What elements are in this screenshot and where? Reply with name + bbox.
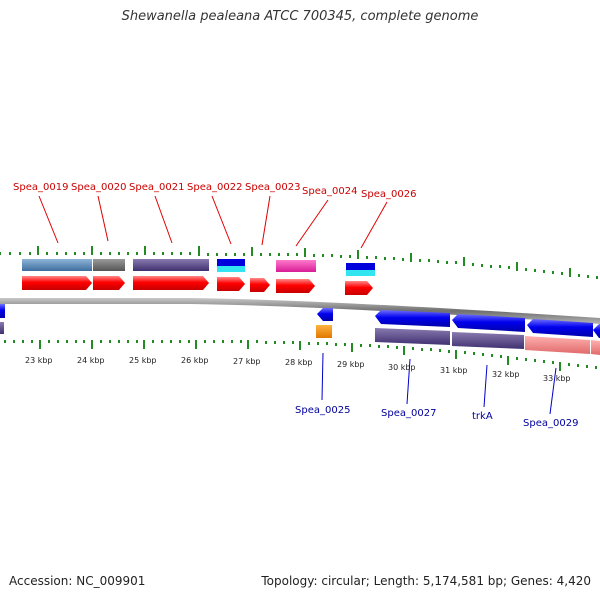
color-band-spea-0027 — [375, 328, 450, 345]
label-spea-0024: Spea_0024 — [302, 186, 357, 197]
tick-label-25kbp: 25 kbp — [129, 356, 157, 365]
gene-spea-0022 — [217, 277, 245, 291]
genome-backbone — [0, 298, 600, 324]
label-spea-0023: Spea_0023 — [245, 182, 300, 193]
color-band-spea-0021 — [133, 259, 209, 271]
label-spea-0025: Spea_0025 — [295, 405, 350, 416]
tick-label-33kbp: 33 kbp — [543, 374, 571, 383]
gene-spea-0020 — [93, 276, 125, 290]
gene-spea-0019 — [22, 276, 92, 290]
color-band-spea-0022-b — [217, 266, 245, 272]
gene-trka — [452, 314, 525, 332]
label-spea-0027: Spea_0027 — [381, 408, 436, 419]
reverse-leader-lines — [321, 352, 557, 415]
forward-genes — [22, 276, 373, 295]
gene-spea-0024 — [276, 279, 315, 293]
label-spea-0026: Spea_0026 — [361, 189, 416, 200]
label-spea-0022: Spea_0022 — [187, 182, 242, 193]
color-band-spea-0029 — [525, 336, 590, 354]
upper-tick-ring — [0, 246, 598, 279]
tick-label-30kbp: 30 kbp — [388, 363, 416, 372]
gene-spea-0023 — [250, 278, 270, 292]
gene-spea-0027 — [375, 310, 450, 327]
label-trka: trkA — [472, 411, 493, 422]
tick-label-28kbp: 28 kbp — [285, 358, 313, 367]
genome-summary-text: Topology: circular; Length: 5,174,581 bp… — [261, 574, 591, 588]
tick-label-31kbp: 31 kbp — [440, 366, 468, 375]
label-spea-0020: Spea_0020 — [71, 182, 126, 193]
color-band-spea-0022 — [217, 259, 245, 266]
tick-label-24kbp: 24 kbp — [77, 356, 105, 365]
gene-spea-0025 — [317, 308, 333, 321]
gene-left-edge-reverse — [0, 304, 5, 318]
color-band-spea-0024 — [276, 260, 316, 272]
reverse-gene-labels: Spea_0025 Spea_0027 trkA Spea_0029 — [295, 405, 578, 429]
color-band-right-edge — [591, 340, 600, 355]
gene-spea-0026 — [345, 281, 373, 295]
forward-leader-lines — [38, 195, 388, 249]
reverse-color-track — [0, 322, 600, 355]
label-spea-0019: Spea_0019 — [13, 182, 68, 193]
tick-label-23kbp: 23 kbp — [25, 356, 53, 365]
reverse-genes — [0, 304, 600, 338]
gene-right-edge-reverse — [593, 324, 600, 338]
color-band-spea-0026-b — [346, 270, 375, 276]
kbp-tick-labels: 23 kbp 24 kbp 25 kbp 26 kbp 27 kbp 28 kb… — [25, 356, 571, 383]
map-title: Shewanella pealeana ATCC 700345, complet… — [121, 9, 479, 24]
label-spea-0029: Spea_0029 — [523, 418, 578, 429]
color-band-spea-0026 — [346, 263, 375, 270]
gene-spea-0029 — [527, 319, 593, 337]
tick-label-27kbp: 27 kbp — [233, 357, 261, 366]
color-band-spea-0020 — [93, 259, 125, 271]
gene-spea-0021 — [133, 276, 209, 290]
lower-tick-ring — [4, 340, 597, 371]
accession-text: Accession: NC_009901 — [9, 574, 146, 588]
forward-gene-labels: Spea_0019 Spea_0020 Spea_0021 Spea_0022 … — [13, 182, 416, 200]
color-band-spea-0019 — [22, 259, 92, 271]
color-band-trka — [452, 332, 524, 349]
tick-label-26kbp: 26 kbp — [181, 356, 209, 365]
forward-color-track — [22, 259, 375, 276]
tick-label-32kbp: 32 kbp — [492, 370, 520, 379]
color-band-left-edge — [0, 322, 4, 334]
tick-label-29kbp: 29 kbp — [337, 360, 365, 369]
label-spea-0021: Spea_0021 — [129, 182, 184, 193]
color-band-spea-0025 — [316, 325, 332, 338]
